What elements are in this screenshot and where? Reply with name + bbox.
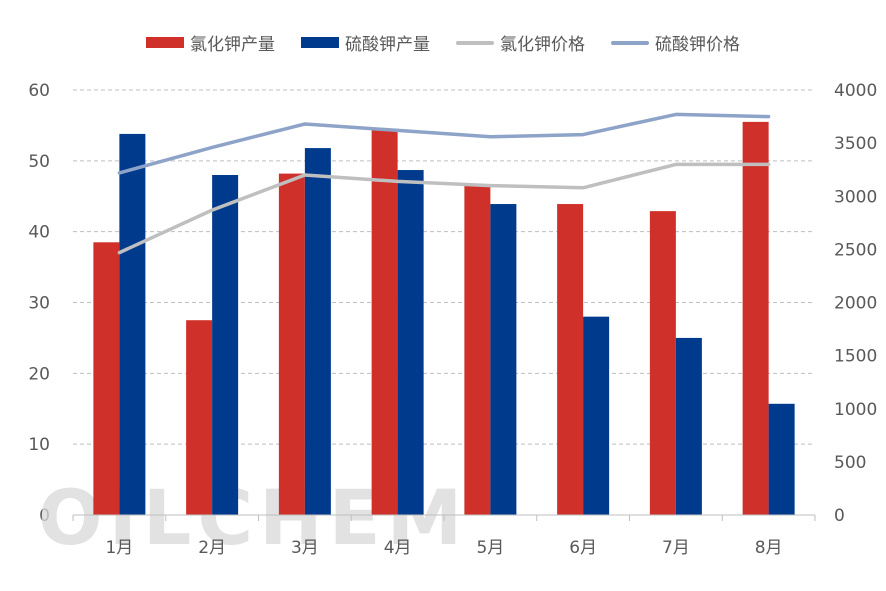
legend-label-k2so4-price: 硫酸钾价格 [655, 35, 740, 55]
x-tick-label: 8月 [755, 538, 783, 558]
left-tick-label: 50 [28, 152, 50, 172]
bar-k2so4-output [212, 175, 239, 515]
legend-swatch-k2so4-output [301, 37, 339, 48]
left-axis-ticks: 0 10 20 30 40 50 60 [28, 81, 50, 526]
bar-k2so4-output [675, 337, 702, 515]
x-tick-label: 1月 [105, 538, 133, 558]
bar-kcl-output [186, 320, 213, 515]
x-tick-label: 3月 [291, 538, 319, 558]
x-tick-label: 2月 [198, 538, 226, 558]
bar-kcl-output [649, 211, 676, 515]
right-tick-label: 500 [834, 453, 866, 473]
bar-kcl-output [93, 242, 120, 515]
right-tick-label: 1500 [834, 347, 877, 367]
line-kcl-price [117, 162, 771, 255]
legend-item-k2so4-output[interactable]: 硫酸钾产量 [301, 30, 430, 55]
left-tick-label: 0 [39, 506, 50, 526]
x-axis-ticks: 1月 2月 3月 4月 5月 6月 7月 8月 [72, 515, 816, 558]
gridlines [73, 89, 815, 445]
bar-k2so4-output [397, 170, 424, 515]
left-tick-label: 30 [28, 294, 50, 314]
right-tick-label: 4000 [834, 81, 877, 101]
bar-kcl-output [278, 173, 305, 516]
right-tick-label: 3000 [834, 187, 877, 207]
legend-item-k2so4-price[interactable]: 硫酸钾价格 [611, 30, 740, 55]
x-tick-label: 5月 [476, 538, 504, 558]
x-tick-label: 4月 [384, 538, 412, 558]
right-tick-label: 2000 [834, 294, 877, 314]
left-tick-label: 40 [28, 223, 50, 243]
bar-k2so4-output [768, 403, 795, 515]
x-tick-label: 6月 [569, 538, 597, 558]
bar-k2so4-output [490, 204, 517, 515]
legend-label-kcl-price: 氯化钾价格 [500, 35, 585, 55]
bar-k2so4-output [304, 148, 331, 516]
right-tick-label: 1000 [834, 400, 877, 420]
bar-k2so4-output [583, 316, 610, 515]
bar-kcl-output [742, 121, 769, 515]
left-tick-label: 60 [28, 81, 50, 101]
right-axis-ticks: 0 500 1000 1500 2000 2500 3000 3500 4000 [834, 81, 877, 526]
line-k2so4-price [117, 112, 771, 175]
chart-legend: 氯化钾产量 硫酸钾产量 氯化钾价格 硫酸钾价格 [0, 30, 886, 55]
left-tick-label: 10 [28, 435, 50, 455]
bar-k2so4-output [119, 133, 146, 515]
x-tick-label: 7月 [662, 538, 690, 558]
bar-series [93, 121, 795, 516]
legend-swatch-kcl-output [146, 37, 184, 48]
legend-item-kcl-price[interactable]: 氯化钾价格 [456, 30, 585, 55]
legend-swatch-kcl-price [456, 40, 494, 45]
line-series [117, 112, 771, 255]
legend-label-k2so4-output: 硫酸钾产量 [345, 35, 430, 55]
right-tick-label: 0 [834, 506, 845, 526]
left-tick-label: 20 [28, 364, 50, 384]
legend-label-kcl-output: 氯化钾产量 [190, 35, 275, 55]
legend-item-kcl-output[interactable]: 氯化钾产量 [146, 30, 275, 55]
legend-swatch-k2so4-price [611, 40, 649, 45]
bar-kcl-output [557, 204, 584, 515]
bar-kcl-output [464, 185, 491, 515]
right-tick-label: 3500 [834, 134, 877, 154]
bar-kcl-output [371, 128, 398, 516]
right-tick-label: 2500 [834, 240, 877, 260]
